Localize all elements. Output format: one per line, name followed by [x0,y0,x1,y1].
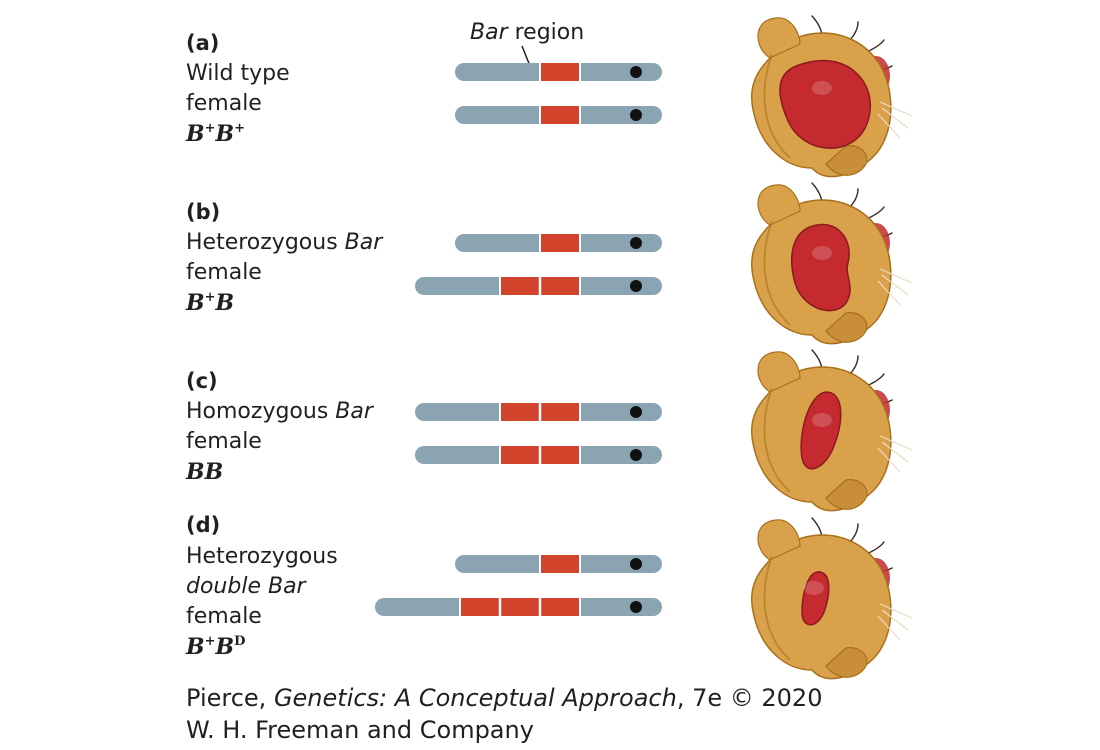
proboscis [825,479,868,510]
arista [877,101,913,139]
fly-layer [751,15,913,680]
head-contour [763,555,791,661]
arista [877,603,913,641]
centromere [630,237,642,249]
head-contour [763,53,791,159]
panel-d-letter: (d) [186,513,221,537]
centromere [630,66,642,78]
centromere [630,280,642,292]
centromere [630,406,642,418]
panel-b-label-line-2: female [186,260,262,285]
chromosome-layer [375,63,662,616]
bar-region [460,598,580,616]
compound-eye [800,391,842,470]
proboscis [825,145,868,176]
chromosome [375,598,662,616]
compound-eye [791,223,851,312]
thorax [757,17,801,59]
panel-d-genotype: B+BD [186,634,246,660]
centromere [630,601,642,613]
centromere [630,449,642,461]
chromosome [455,555,662,573]
head-contour [763,220,791,326]
bar-region [540,106,580,124]
arista [877,435,913,473]
panel-b-label-line-1: Heterozygous Bar [186,230,383,255]
chromosome [415,403,662,421]
chromosome [455,234,662,252]
bar-region-pointer [521,45,531,67]
fly-head [751,349,913,512]
proboscis [825,312,868,343]
bar-region [540,555,580,573]
panel-c-letter: (c) [186,369,218,393]
credit-line-2: W. H. Freeman and Company [186,716,534,744]
panel-d-label-line-3: female [186,604,262,629]
head-contour [763,387,791,493]
thorax [757,184,801,226]
panel-d-label-line-1: Heterozygous [186,544,338,569]
centromere [630,558,642,570]
fly-head [751,182,913,345]
eye-highlight [812,413,832,427]
eye-highlight [812,246,832,260]
arista [877,268,913,306]
panel-a-genotype: B+B+ [186,121,246,147]
panel-c-genotype: BB [186,459,224,485]
bar-region [540,63,580,81]
bar-region-label: Bar region [470,20,585,45]
chromosome [415,277,662,295]
panel-a-label-line-2: female [186,91,262,116]
centromere [630,109,642,121]
panel-d-label-line-2: double Bar [186,574,306,599]
panel-a-letter: (a) [186,31,220,55]
panel-b-genotype: B+B [186,290,235,316]
fly-head [751,15,913,178]
panel-b-letter: (b) [186,200,221,224]
chromosome [455,106,662,124]
compound-eye [801,571,830,626]
fly-head [751,517,913,680]
thorax [757,519,801,561]
bar-region [540,234,580,252]
eye-highlight [812,81,832,95]
chromosome [455,63,662,81]
proboscis [825,647,868,678]
panel-a-label-line-1: Wild type [186,61,290,86]
panel-c-label-line-1: Homozygous Bar [186,399,373,424]
credit-line-1: Pierce, Genetics: A Conceptual Approach,… [186,684,823,712]
compound-eye [779,59,872,149]
eye-highlight [804,581,824,595]
panel-c-label-line-2: female [186,429,262,454]
thorax [757,351,801,393]
chromosome [415,446,662,464]
